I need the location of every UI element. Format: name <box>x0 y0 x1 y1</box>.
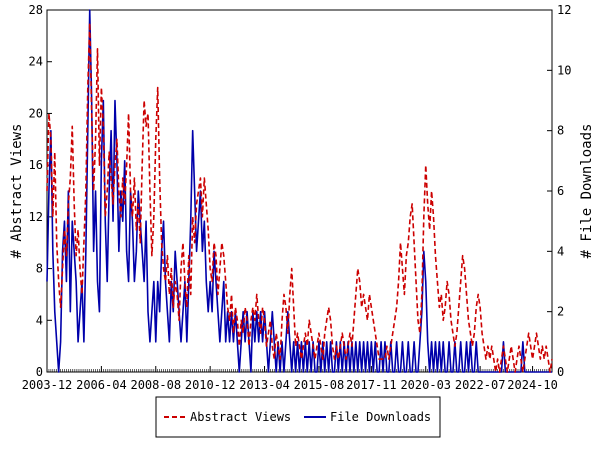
right-tick-label: 8 <box>557 124 564 138</box>
file-downloads-line <box>46 9 552 373</box>
left-tick-label: 4 <box>36 313 43 327</box>
x-tick-label: 2017-11 <box>346 378 397 392</box>
abstract-views-line <box>46 22 553 373</box>
left-tick-label: 24 <box>29 55 43 69</box>
legend-label-abstract-views: Abstract Views <box>190 410 291 424</box>
x-tick-label: 2015-08 <box>294 378 345 392</box>
series-group <box>46 9 553 373</box>
left-tick-label: 20 <box>29 106 43 120</box>
left-tick-label: 0 <box>36 365 43 379</box>
legend: Abstract Views File Downloads <box>155 396 441 438</box>
x-tick-label: 2024-10 <box>507 378 558 392</box>
x-tick-label: 2010-12 <box>185 378 236 392</box>
right-tick-label: 12 <box>557 3 571 17</box>
right-axis-title: # File Downloads <box>579 124 595 259</box>
x-tick-label: 2006-04 <box>76 378 127 392</box>
left-axis-ticks: 0 4 8 12 16 20 24 28 <box>29 3 52 379</box>
left-axis-title: # Abstract Views <box>9 124 25 259</box>
right-tick-label: 2 <box>557 305 564 319</box>
left-tick-label: 8 <box>36 262 43 276</box>
legend-box <box>155 396 441 438</box>
legend-label-file-downloads: File Downloads <box>330 410 431 424</box>
left-tick-label: 12 <box>29 210 43 224</box>
x-axis-ticks: 2003-12 2006-04 2008-08 2010-12 2013-04 2015-… <box>22 366 558 392</box>
x-tick-label: 2022-07 <box>455 378 506 392</box>
x-tick-label: 2008-08 <box>130 378 181 392</box>
right-tick-label: 6 <box>557 184 564 198</box>
right-tick-label: 10 <box>557 63 571 77</box>
x-tick-label: 2020-03 <box>400 378 451 392</box>
left-tick-label: 28 <box>29 3 43 17</box>
right-tick-label: 0 <box>557 365 564 379</box>
right-axis-ticks: 0 2 4 6 8 10 12 <box>547 3 571 379</box>
right-tick-label: 4 <box>557 244 564 258</box>
x-tick-label: 2013-04 <box>239 378 290 392</box>
left-tick-label: 16 <box>29 158 43 172</box>
x-tick-label: 2003-12 <box>22 378 73 392</box>
